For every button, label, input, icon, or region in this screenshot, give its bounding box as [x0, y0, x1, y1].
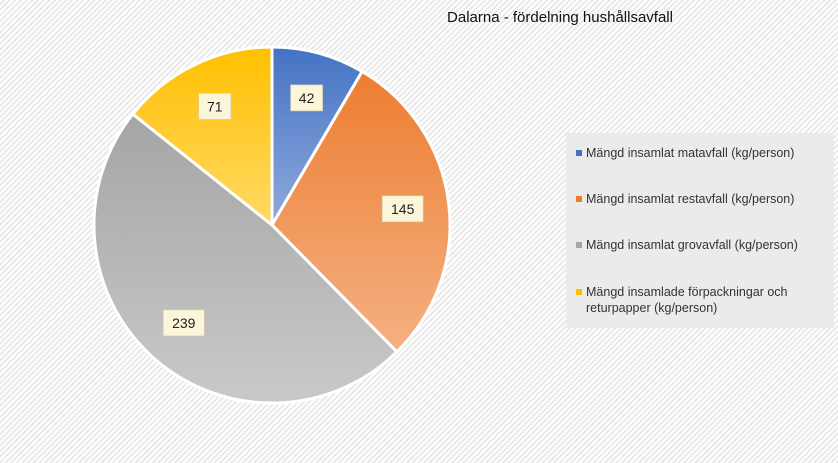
data-label-box-restavfall — [381, 195, 424, 223]
legend-item-forpackningar: Mängd insamlade förpackningar och returp… — [576, 284, 826, 316]
legend-label-grovavfall: Mängd insamlat grovavfall (kg/person) — [586, 238, 798, 252]
data-label-forpackningar: 71 — [207, 98, 223, 114]
chart-title: Dalarna - fördelning hushållsavfall — [447, 9, 673, 26]
data-label-grovavfall: 239 — [172, 315, 196, 331]
data-label-box-forpackningar — [198, 93, 232, 120]
legend-swatch-grovavfall — [576, 242, 582, 248]
data-label-restavfall: 145 — [391, 201, 415, 217]
data-label-box-matavfall — [290, 84, 323, 112]
legend-item-grovavfall: Mängd insamlat grovavfall (kg/person) — [576, 237, 826, 253]
pie-slice-forpackningar — [131, 45, 274, 227]
legend-label-matavfall: Mängd insamlat matavfall (kg/person) — [586, 146, 795, 160]
legend-swatch-forpackningar — [576, 289, 582, 295]
legend-swatch-restavfall — [576, 196, 582, 202]
legend-label-restavfall: Mängd insamlat restavfall (kg/person) — [586, 192, 795, 206]
data-label-matavfall: 42 — [299, 90, 315, 106]
legend-item-matavfall: Mängd insamlat matavfall (kg/person) — [576, 145, 826, 161]
legend: Mängd insamlat matavfall (kg/person) Män… — [566, 133, 834, 328]
legend-item-restavfall: Mängd insamlat restavfall (kg/person) — [576, 191, 826, 207]
legend-label-forpackningar: Mängd insamlade förpackningar och returp… — [586, 285, 788, 315]
data-label-box-grovavfall — [163, 309, 205, 337]
legend-swatch-matavfall — [576, 150, 582, 156]
pie-slice-restavfall — [270, 70, 452, 354]
